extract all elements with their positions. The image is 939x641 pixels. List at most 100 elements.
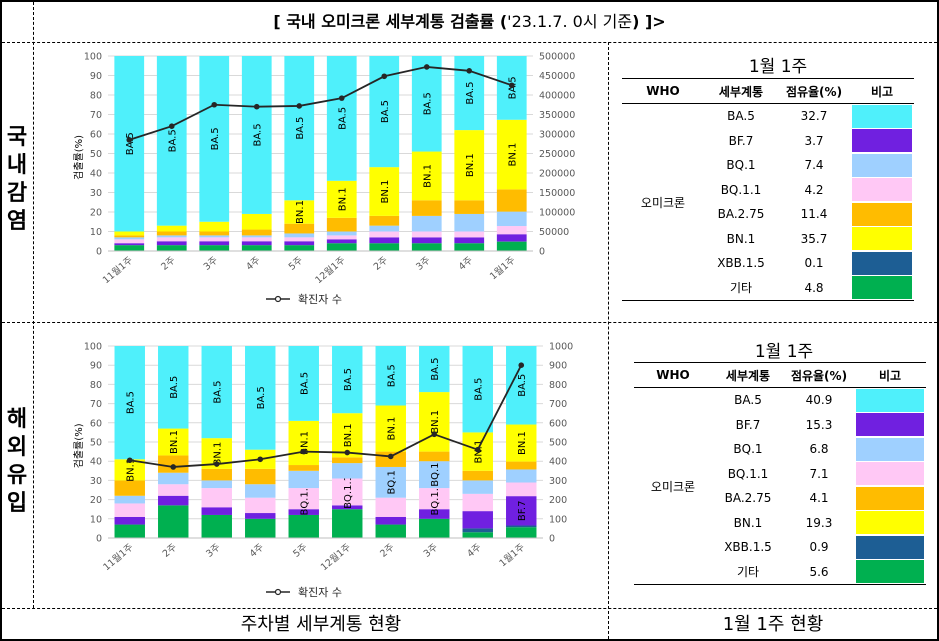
bar-segment-BQ-1	[462, 480, 493, 494]
bar-segment-기타	[506, 527, 537, 538]
line-point	[257, 456, 264, 463]
bar-segment-BA-2-75	[158, 455, 189, 473]
line-point	[431, 431, 438, 438]
table-row: BQ.1.1 4.2	[622, 178, 914, 203]
bar-segment-BA-2-75	[199, 231, 230, 236]
share-table: WHO 세부계통 점유율(%) 비고 오미크론 BA.5 32.7 BF.7 3.7 BQ.1 7.…	[622, 78, 914, 301]
table-header-cell: 점유율(%)	[784, 362, 854, 388]
bar-label: BA.5	[125, 132, 136, 155]
bar-label: BA.5	[343, 368, 354, 391]
bar-segment-BQ-1	[288, 470, 319, 489]
bar-segment-BA-5	[375, 346, 406, 406]
bar-segment-BF-7	[114, 243, 145, 246]
divider-title	[2, 42, 937, 43]
overseas-chart: 0102030405060708090100010020030040050060…	[73, 342, 573, 600]
color-swatch-cell	[854, 511, 926, 536]
bar-segment-BA-2-75	[462, 470, 493, 481]
y-tick-label: 0	[96, 534, 102, 545]
who-group-cell: 오미크론	[622, 103, 704, 301]
divider-side	[33, 2, 34, 608]
table-row: 오미크론 BA.5 40.9	[634, 387, 926, 585]
lineage-cell: BA.2.75	[717, 207, 765, 222]
bar-segment-BA-5	[284, 56, 315, 201]
table-row: BN.1 35.7	[622, 227, 914, 252]
line-point	[170, 464, 177, 470]
lineage-cell: BA.2.75	[724, 491, 772, 506]
bar-segment-기타	[284, 245, 315, 251]
bar-label: BA.5	[295, 117, 306, 140]
bar-segment-BN-1	[114, 231, 145, 236]
color-swatch	[856, 560, 924, 584]
section-char: 외	[6, 435, 28, 460]
x-tick-label: 3주	[202, 255, 221, 273]
bar-segment-BA-5	[332, 346, 363, 414]
color-swatch	[852, 129, 912, 153]
section-char: 내	[6, 153, 28, 178]
bar-segment-BQ-1-1	[245, 497, 276, 514]
bar-label: BQ.1.1	[343, 475, 354, 509]
y2-tick-label: 100	[549, 514, 567, 525]
color-swatch-cell	[850, 178, 914, 203]
y-tick-label: 60	[90, 418, 102, 429]
bar-label: BA.5	[212, 381, 223, 404]
line-point	[213, 461, 220, 467]
bar-segment-BN-1	[454, 130, 485, 201]
share-cell: 6.8	[809, 442, 829, 457]
bar-segment-BA-2-75	[114, 235, 145, 238]
x-tick-label: 2주	[372, 255, 391, 273]
bar-segment-BN-1	[158, 428, 189, 456]
y2-tick-label: 400	[549, 457, 567, 468]
border-bottom	[0, 639, 939, 641]
share-cell: 19.3	[805, 515, 833, 530]
footer-left: 주차별 세부계통 현황	[240, 614, 402, 635]
border-top	[0, 0, 939, 2]
color-swatch-cell	[854, 413, 926, 438]
bar-segment-BA-5	[288, 346, 319, 421]
bar-label: BN.1	[299, 431, 310, 455]
color-swatch	[856, 413, 924, 437]
who-group-cell: 오미크론	[634, 387, 712, 585]
domestic-chart: 0 10 20 30 40 50 60 70 80 90 100 0 50000 100000 150000…	[73, 52, 575, 307]
bar-segment-BQ-1-1	[288, 488, 319, 510]
line-point	[253, 103, 260, 110]
bar-segment-BQ-1	[411, 215, 442, 232]
color-swatch	[852, 104, 912, 128]
lineage-cell: BF.7	[735, 417, 761, 432]
y2-tick-label: 450000	[539, 71, 575, 82]
color-swatch-cell	[854, 437, 926, 462]
bar-segment-BN-1	[114, 459, 145, 481]
bar-segment-BQ-1	[245, 484, 276, 498]
bar-label: BA.5	[167, 129, 178, 152]
table-header-row: WHO 세부계통 점유율(%) 비고	[634, 362, 926, 388]
bar-segment-BQ-1	[454, 213, 485, 232]
bar-segment-BQ-1	[156, 235, 187, 238]
color-swatch	[852, 227, 912, 251]
title-main: [ 국내 오미크론 세부계통 검출률 (	[273, 12, 508, 31]
bar-segment-BA-2-75	[114, 480, 145, 496]
bar-segment-BA-5	[114, 56, 145, 232]
confirmed-cases-line	[129, 364, 523, 468]
line-point	[344, 449, 351, 456]
bar-segment-BA-2-75	[326, 217, 357, 232]
bar-label: BN.1	[507, 143, 518, 167]
y-tick-label: 90	[90, 71, 102, 82]
bar-label: BN.1	[337, 187, 348, 211]
bar-segment-BF-7	[411, 237, 442, 244]
x-tick-label: 5주	[291, 542, 310, 560]
bar-segment-BA-5	[158, 346, 189, 429]
bar-label: BA.5	[299, 372, 310, 395]
bar-label: BF.7	[517, 501, 528, 522]
bar-label: BN.1	[422, 164, 433, 188]
bar-segment-BF-7	[288, 509, 319, 515]
bar-segment-BA-5	[411, 56, 442, 152]
y-axis-label: 검출률(%)	[73, 423, 85, 468]
bar-label: BN.1	[343, 423, 354, 447]
bar-segment-BA-2-75	[284, 223, 315, 234]
y2-tick-label: 0	[549, 534, 555, 545]
bar-label: BA.5	[386, 364, 397, 387]
bar-segment-기타	[114, 524, 145, 538]
bar-segment-BF-7	[245, 513, 276, 519]
bar-segment-BN-1	[506, 424, 537, 462]
table-row: BQ.1 6.8	[634, 437, 926, 462]
x-tick-label: 3주	[422, 542, 441, 560]
